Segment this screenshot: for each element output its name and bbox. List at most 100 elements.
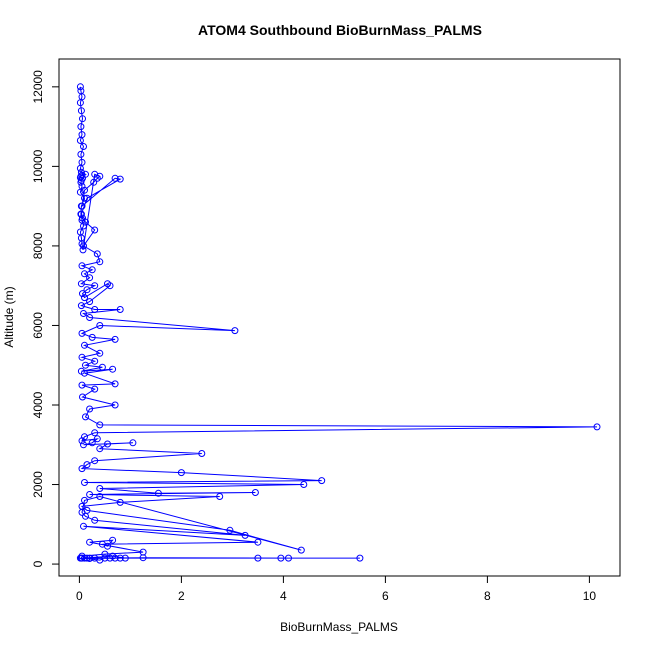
data-point (91, 357, 99, 365)
data-point (78, 381, 86, 389)
data-point (80, 310, 87, 317)
y-tick-label: 10000 (31, 149, 45, 183)
y-tick-label: 0 (31, 560, 45, 567)
data-point (82, 218, 89, 226)
data-point (241, 531, 249, 539)
data-point (300, 481, 308, 488)
data-point (91, 306, 99, 313)
data-point (76, 164, 84, 172)
plot-frame (58, 58, 621, 577)
data-point (77, 178, 85, 186)
y-axis: 0 2000 4000 6000 8000 10000 12000 (31, 70, 60, 567)
data-point (96, 445, 104, 453)
data-point (83, 286, 91, 294)
data-point (116, 306, 124, 313)
data-point (88, 333, 96, 341)
data-point (76, 554, 84, 562)
data-point (93, 174, 101, 182)
data-point (231, 327, 239, 335)
data-point (96, 258, 104, 266)
data-point (78, 329, 86, 337)
data-point (96, 349, 104, 357)
data-point (88, 266, 96, 274)
data-point (101, 550, 109, 558)
data-point (121, 554, 129, 562)
data-point (76, 137, 84, 144)
x-tick-label: 8 (484, 589, 491, 603)
data-point (80, 441, 87, 449)
data-point (82, 413, 89, 421)
y-tick-label: 2000 (31, 471, 45, 498)
data-point (91, 282, 99, 290)
series-line (79, 86, 598, 561)
data-point (77, 107, 85, 115)
data-point (81, 194, 88, 202)
data-point (76, 188, 84, 196)
x-tick-label: 2 (178, 589, 185, 603)
data-point (93, 435, 101, 443)
data-point (81, 294, 88, 302)
data-point (79, 290, 86, 298)
data-point (80, 222, 87, 230)
data-point (91, 226, 99, 234)
data-point (109, 365, 117, 373)
data-point (86, 298, 94, 306)
data-point (88, 439, 96, 447)
data-point (139, 554, 147, 562)
data-point (91, 554, 99, 562)
data-point (78, 508, 86, 516)
data-point (76, 83, 84, 91)
data-point (111, 335, 119, 343)
data-point (81, 341, 88, 349)
data-point (80, 522, 87, 530)
data-point (81, 369, 88, 377)
data-point (81, 186, 88, 194)
data-point (318, 477, 326, 485)
data-point (109, 536, 117, 544)
data-point (226, 526, 234, 534)
data-point (91, 429, 99, 437)
data-point (96, 485, 104, 492)
data-point (78, 353, 86, 361)
data-point (96, 421, 104, 429)
data-point (78, 465, 86, 473)
y-tick-label: 8000 (31, 232, 45, 259)
data-point (82, 361, 89, 369)
x-tick-label: 0 (76, 589, 83, 603)
chart-title: ATOM4 Southbound BioBurnMass_PALMS (198, 22, 482, 38)
data-point (77, 123, 85, 131)
data-point (104, 440, 111, 448)
data-point (81, 270, 88, 278)
data-point (91, 385, 99, 393)
data-point (77, 302, 85, 310)
x-tick-label: 10 (583, 589, 597, 603)
data-point (277, 554, 285, 562)
data-point (116, 554, 124, 562)
data-point (109, 552, 117, 560)
data-point (83, 194, 91, 202)
data-point (216, 493, 224, 500)
data-point (79, 115, 86, 123)
data-point (82, 512, 89, 520)
data-point (86, 314, 94, 321)
data-point (77, 280, 85, 288)
x-axis: 0 2 4 6 8 10 (76, 575, 597, 603)
data-point (593, 423, 601, 431)
data-point (177, 469, 185, 477)
data-point (116, 498, 124, 506)
data-point (285, 554, 292, 562)
data-point (79, 393, 86, 401)
data-point (254, 538, 262, 546)
y-tick-label: 4000 (31, 391, 45, 418)
data-point (91, 516, 99, 524)
data-point (86, 274, 94, 282)
data-point (76, 99, 84, 107)
data-point (116, 175, 124, 183)
data-point (90, 178, 98, 186)
data-point (129, 439, 137, 447)
y-axis-label: Altitude (m) (2, 286, 16, 347)
data-point (78, 202, 86, 210)
data-point (78, 262, 86, 270)
data-point (104, 542, 111, 550)
